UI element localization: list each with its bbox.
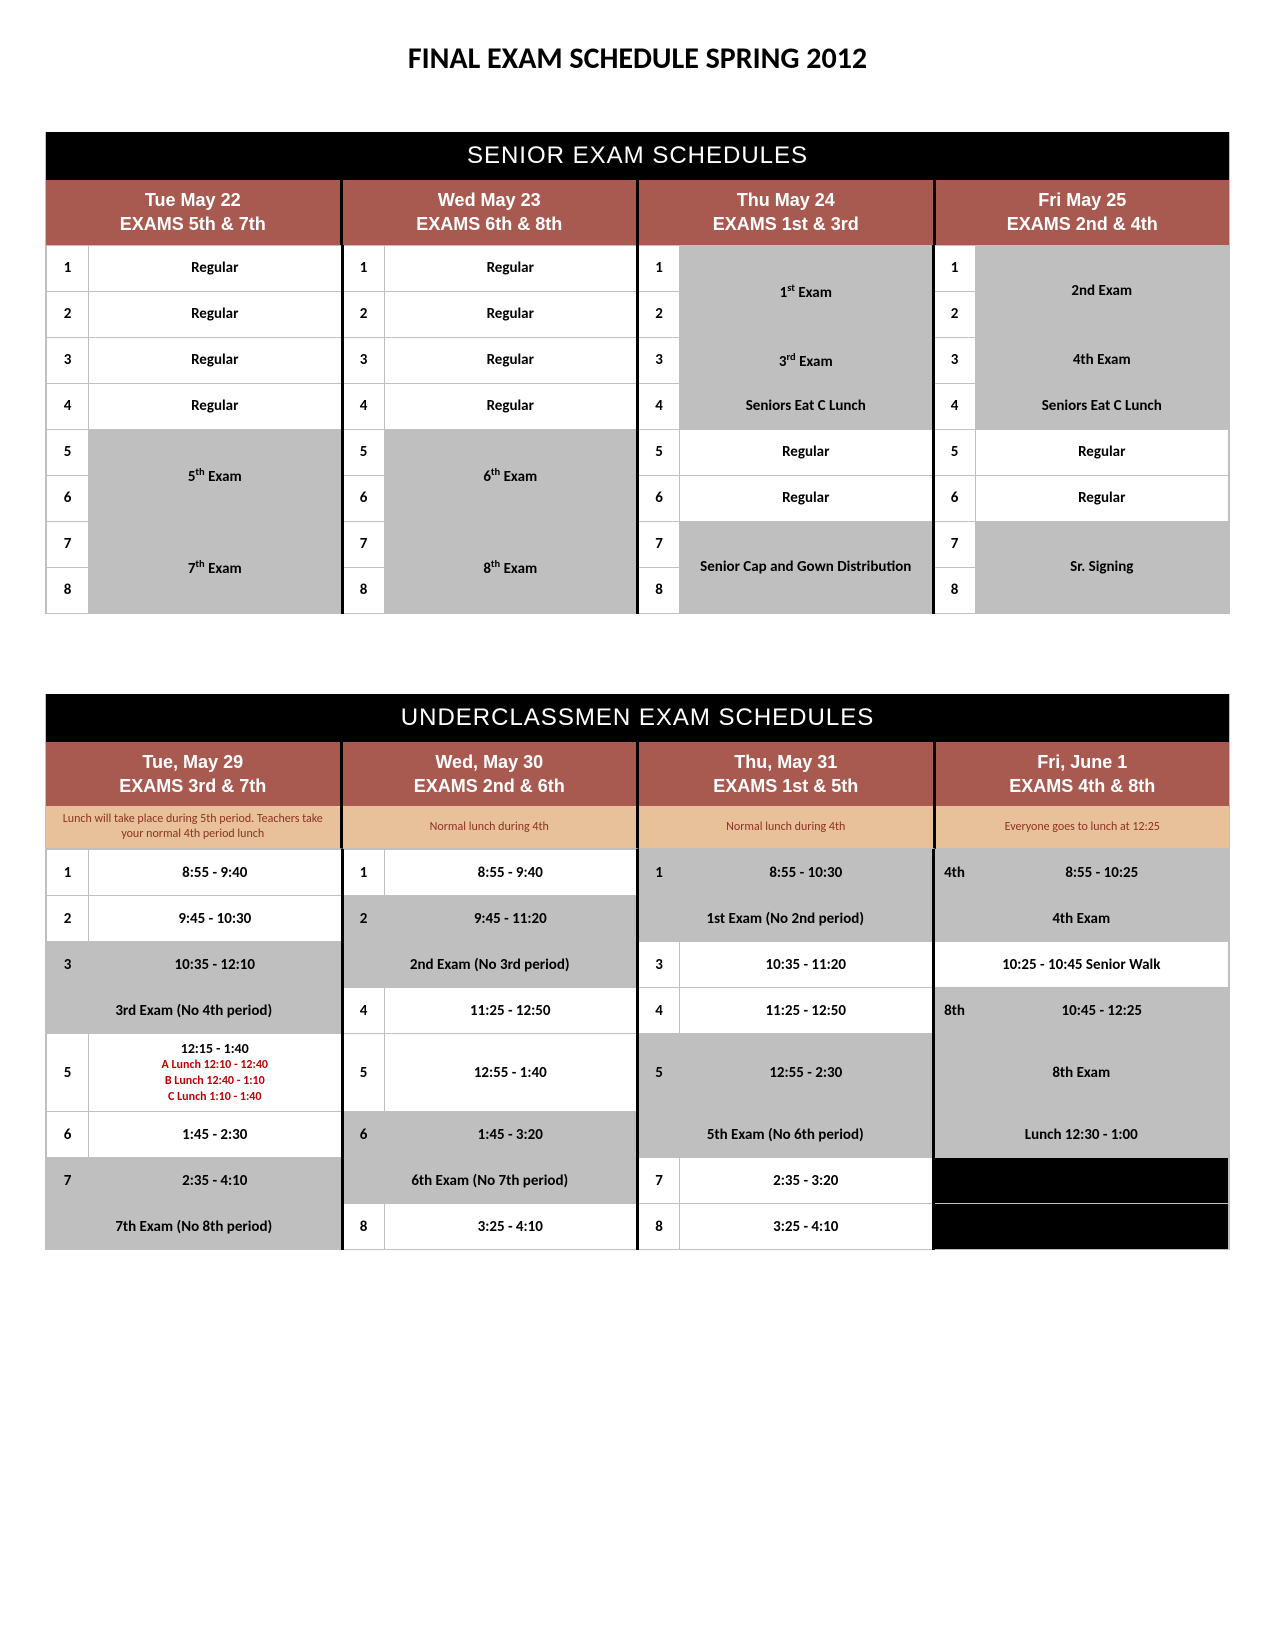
table-row: 55th Exam 56th Exam 5Regular 5Regular: [47, 429, 1229, 475]
under-schedule-container: UNDERCLASSMEN EXAM SCHEDULES Tue, May 29…: [45, 694, 1230, 1251]
table-row: 1Regular 1Regular 11st Exam 12nd Exam: [47, 245, 1229, 291]
under-day-thu: Thu, May 31EXAMS 1st & 5th: [639, 742, 936, 807]
table-row: 310:35 - 12:10 2nd Exam (No 3rd period) …: [47, 942, 1229, 988]
under-note-tue: Lunch will take place during 5th period.…: [46, 806, 343, 849]
senior-day-tue: Tue May 22EXAMS 5th & 7th: [46, 180, 343, 245]
under-day-headers: Tue, May 29EXAMS 3rd & 7th Wed, May 30EX…: [46, 742, 1229, 807]
under-section-title: UNDERCLASSMEN EXAM SCHEDULES: [46, 694, 1229, 742]
lunch-block: 12:15 - 1:40 A Lunch 12:10 - 12:40 B Lun…: [93, 1040, 337, 1105]
table-row: 77th Exam 78th Exam 7Senior Cap and Gown…: [47, 521, 1229, 567]
under-note-fri: Everyone goes to lunch at 12:25: [936, 806, 1230, 849]
under-day-fri: Fri, June 1EXAMS 4th & 8th: [936, 742, 1230, 807]
table-row: 18:55 - 9:40 18:55 - 9:40 18:55 - 10:30 …: [47, 850, 1229, 896]
under-notes-row: Lunch will take place during 5th period.…: [46, 806, 1229, 849]
senior-day-fri: Fri May 25EXAMS 2nd & 4th: [936, 180, 1230, 245]
under-note-thu: Normal lunch during 4th: [639, 806, 936, 849]
senior-day-thu: Thu May 24EXAMS 1st & 3rd: [639, 180, 936, 245]
page-title: FINAL EXAM SCHEDULE SPRING 2012: [45, 40, 1230, 77]
table-row: 3rd Exam (No 4th period) 411:25 - 12:50 …: [47, 988, 1229, 1034]
table-row: 61:45 - 2:30 61:45 - 3:20 5th Exam (No 6…: [47, 1112, 1229, 1158]
table-row: 72:35 - 4:10 6th Exam (No 7th period) 72…: [47, 1158, 1229, 1204]
table-row: 3Regular 3Regular 33rd Exam 34th Exam: [47, 337, 1229, 383]
senior-day-headers: Tue May 22EXAMS 5th & 7th Wed May 23EXAM…: [46, 180, 1229, 245]
table-row: 7th Exam (No 8th period) 83:25 - 4:10 83…: [47, 1204, 1229, 1250]
under-schedule-table: 18:55 - 9:40 18:55 - 9:40 18:55 - 10:30 …: [46, 849, 1229, 1250]
senior-day-wed: Wed May 23EXAMS 6th & 8th: [343, 180, 640, 245]
senior-section-title: SENIOR EXAM SCHEDULES: [46, 132, 1229, 180]
table-row: 5 12:15 - 1:40 A Lunch 12:10 - 12:40 B L…: [47, 1034, 1229, 1112]
table-row: 29:45 - 10:30 29:45 - 11:20 1st Exam (No…: [47, 896, 1229, 942]
under-note-wed: Normal lunch during 4th: [343, 806, 640, 849]
under-day-wed: Wed, May 30EXAMS 2nd & 6th: [343, 742, 640, 807]
table-row: 4Regular 4Regular 4Seniors Eat C Lunch 4…: [47, 383, 1229, 429]
senior-schedule-table: 1Regular 1Regular 11st Exam 12nd Exam 2R…: [46, 245, 1229, 614]
under-day-tue: Tue, May 29EXAMS 3rd & 7th: [46, 742, 343, 807]
senior-schedule-container: SENIOR EXAM SCHEDULES Tue May 22EXAMS 5t…: [45, 132, 1230, 614]
